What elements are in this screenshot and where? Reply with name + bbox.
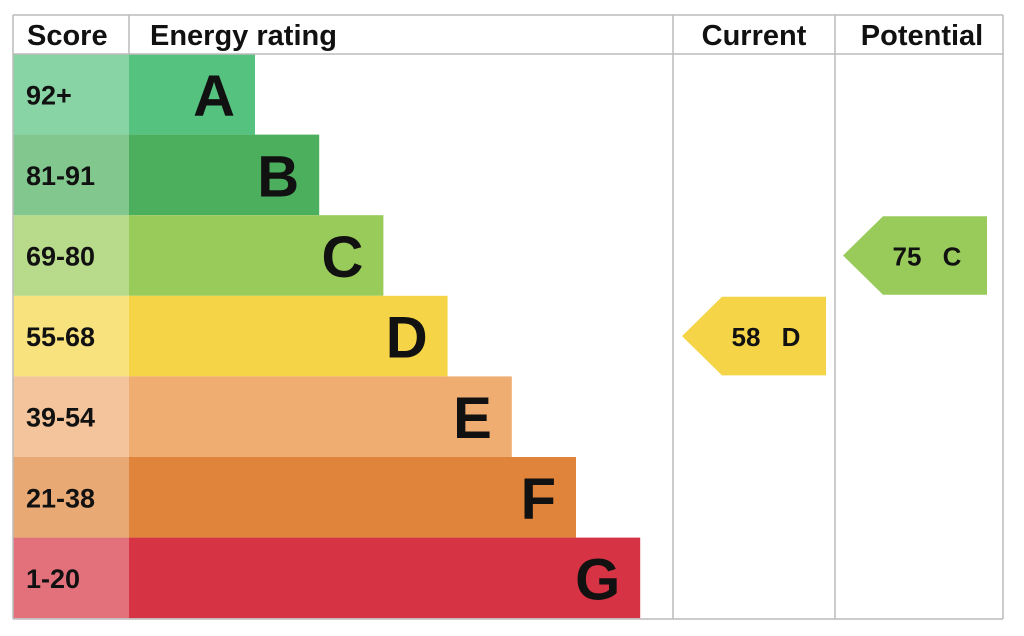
header-potential: Potential — [861, 20, 983, 52]
score-cell — [13, 134, 129, 216]
rating-letter: G — [575, 547, 620, 612]
rating-letter: D — [386, 306, 428, 371]
score-cell — [13, 295, 129, 377]
potential-score: 75 — [893, 242, 922, 272]
rating-bar — [129, 215, 384, 296]
rating-bar — [129, 537, 641, 619]
rating-letter: E — [453, 386, 492, 451]
score-label: 1-20 — [26, 564, 80, 594]
current-arrow — [682, 296, 826, 376]
current-rating: D — [782, 322, 801, 352]
potential-arrow — [843, 216, 987, 295]
score-label: 55-68 — [26, 322, 95, 352]
header-current: Current — [702, 20, 807, 52]
header-score: Score — [27, 20, 108, 52]
header-rating: Energy rating — [150, 20, 337, 52]
rating-letter: A — [193, 64, 235, 129]
score-cell — [13, 537, 129, 619]
rating-bar — [129, 457, 576, 538]
score-cell — [13, 457, 129, 538]
potential-rating: C — [943, 242, 962, 272]
score-label: 92+ — [26, 80, 72, 110]
score-cell — [13, 54, 129, 135]
rating-bar — [129, 376, 512, 457]
score-label: 81-91 — [26, 161, 95, 191]
rating-letter: B — [257, 144, 299, 209]
current-score: 58 — [732, 322, 761, 352]
rating-bar — [129, 134, 320, 216]
rating-bar — [129, 295, 448, 377]
score-cell — [13, 215, 129, 296]
rating-bar — [129, 54, 255, 135]
rating-letter: C — [322, 225, 364, 290]
score-label: 69-80 — [26, 242, 95, 272]
score-label: 39-54 — [26, 403, 95, 433]
score-label: 21-38 — [26, 483, 95, 513]
rating-letter: F — [521, 467, 556, 532]
score-cell — [13, 376, 129, 457]
